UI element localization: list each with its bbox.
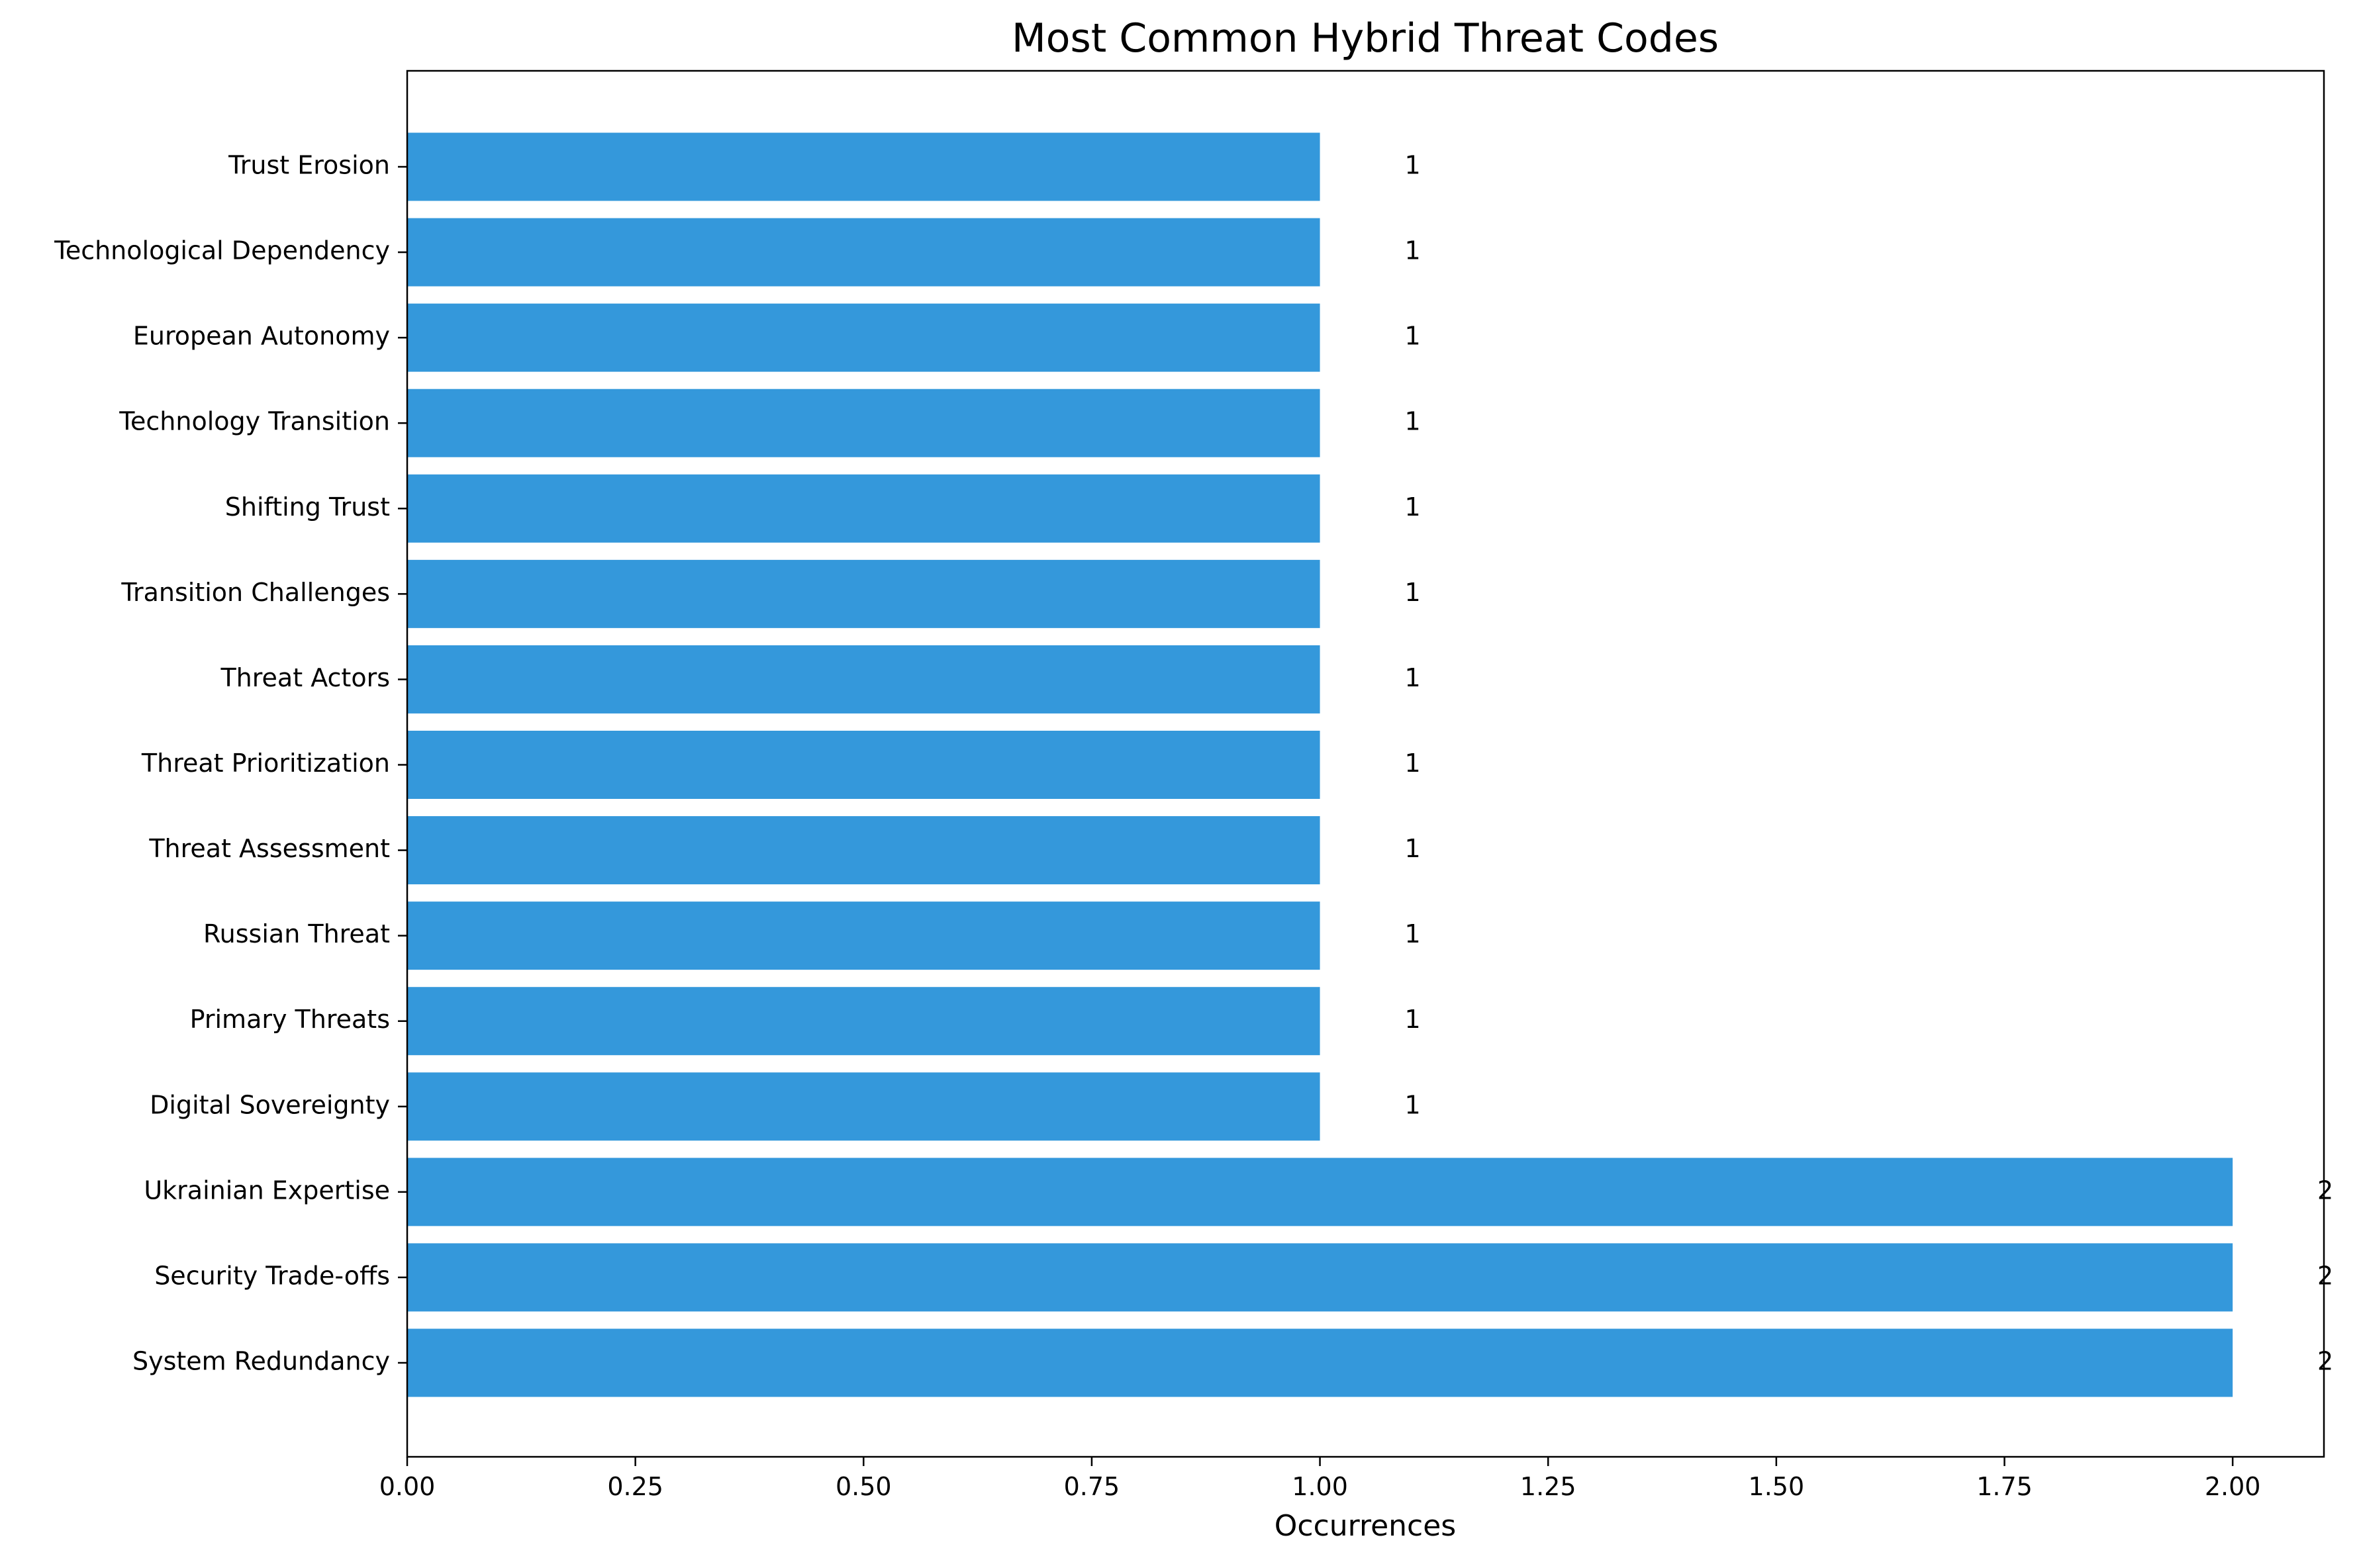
bar	[407, 731, 1320, 799]
x-tick-label: 1.50	[1749, 1472, 1805, 1501]
x-axis-label: Occurrences	[1275, 1509, 1456, 1543]
bar-value-label: 1	[1404, 1005, 1420, 1034]
bar-value-label: 1	[1404, 749, 1420, 778]
bar	[407, 645, 1320, 714]
bar-value-label: 1	[1404, 834, 1420, 863]
chart-title: Most Common Hybrid Threat Codes	[1012, 15, 1719, 62]
bar-value-label: 1	[1404, 578, 1420, 607]
y-tick-label: Security Trade-offs	[154, 1261, 390, 1290]
y-tick-label: Threat Prioritization	[141, 749, 390, 778]
y-tick-label: Digital Sovereignty	[150, 1090, 390, 1119]
bar	[407, 389, 1320, 457]
bar	[407, 132, 1320, 201]
x-tick-label: 0.25	[607, 1472, 663, 1501]
bar	[407, 901, 1320, 970]
y-tick-label: Threat Assessment	[148, 834, 390, 863]
x-tick-label: 0.00	[379, 1472, 436, 1501]
bar	[407, 816, 1320, 885]
y-tick-label: Technological Dependency	[54, 236, 390, 265]
bar-value-label: 2	[2317, 1347, 2333, 1376]
y-tick-label: Transition Challenges	[121, 578, 390, 607]
bar-value-label: 1	[1404, 151, 1420, 180]
bar-value-label: 2	[2317, 1176, 2333, 1205]
x-tick-label: 1.25	[1520, 1472, 1576, 1501]
x-tick-label: 1.00	[1292, 1472, 1348, 1501]
bar	[407, 303, 1320, 372]
y-tick-label: European Autonomy	[133, 322, 390, 351]
bar	[407, 218, 1320, 287]
bar	[407, 474, 1320, 543]
plot-frame	[406, 69, 2325, 1458]
bar	[407, 1072, 1320, 1141]
plot-area: Trust Erosion 1 Technological Dependency 1 E…	[54, 132, 2333, 1501]
bar	[407, 1243, 2233, 1312]
bar-value-label: 2	[2317, 1261, 2333, 1290]
bar	[407, 1158, 2233, 1226]
bar-value-label: 1	[1404, 407, 1420, 436]
bar-value-label: 1	[1404, 236, 1420, 265]
y-tick-label: Russian Threat	[203, 919, 390, 948]
bar-value-label: 1	[1404, 322, 1420, 351]
bar	[407, 987, 1320, 1056]
y-tick-label: Shifting Trust	[225, 492, 390, 522]
y-tick-label: Technology Transition	[119, 407, 390, 436]
x-tick-label: 0.75	[1064, 1472, 1120, 1501]
x-tick-label: 1.75	[1976, 1472, 2033, 1501]
bar	[407, 559, 1320, 628]
y-tick-label: Threat Actors	[220, 663, 390, 692]
x-tick-label: 0.50	[836, 1472, 892, 1501]
bar-value-label: 1	[1404, 919, 1420, 948]
bar-value-label: 1	[1404, 1090, 1420, 1119]
x-tick-label: 2.00	[2205, 1472, 2261, 1501]
bar	[407, 1328, 2233, 1397]
y-tick-label: Ukrainian Expertise	[144, 1176, 390, 1205]
bar-value-label: 1	[1404, 663, 1420, 692]
bar-value-label: 1	[1404, 492, 1420, 522]
y-tick-label: Primary Threats	[190, 1005, 390, 1034]
y-tick-label: Trust Erosion	[228, 151, 390, 180]
y-tick-label: System Redundancy	[132, 1347, 390, 1376]
